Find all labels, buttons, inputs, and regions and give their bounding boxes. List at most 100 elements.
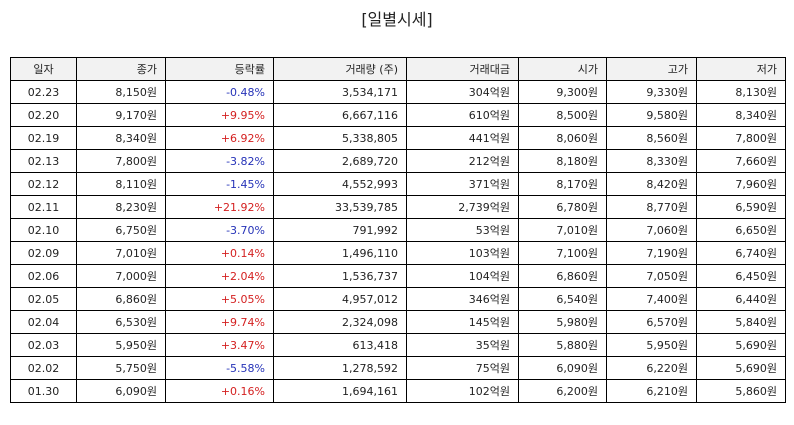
header-volume: 거래량 (주)	[273, 57, 407, 81]
cell-volume: 2,689,720	[273, 149, 407, 173]
cell-change-rate: -3.82%	[165, 149, 274, 173]
cell-close: 7,010원	[76, 241, 166, 265]
cell-change-rate: -1.45%	[165, 172, 274, 196]
cell-low: 6,740원	[696, 241, 786, 265]
cell-date: 02.13	[10, 149, 77, 173]
cell-volume: 2,324,098	[273, 310, 407, 334]
cell-date: 02.11	[10, 195, 77, 219]
cell-date: 02.06	[10, 264, 77, 288]
cell-change-rate: +6.92%	[165, 126, 274, 150]
cell-volume: 4,552,993	[273, 172, 407, 196]
cell-open: 8,180원	[518, 149, 607, 173]
cell-close: 8,150원	[76, 80, 166, 104]
header-change-rate: 등락률	[165, 57, 274, 81]
cell-trade-amount: 2,739억원	[406, 195, 519, 219]
cell-trade-amount: 346억원	[406, 287, 519, 311]
cell-high: 9,580원	[606, 103, 697, 127]
cell-close: 8,110원	[76, 172, 166, 196]
header-high: 고가	[606, 57, 697, 81]
cell-date: 02.19	[10, 126, 77, 150]
table-row: 02.11 8,230원 +21.92% 33,539,785 2,739억원 6,780…	[10, 195, 786, 219]
cell-close: 9,170원	[76, 103, 166, 127]
cell-volume: 791,992	[273, 218, 407, 242]
cell-trade-amount: 102억원	[406, 379, 519, 403]
cell-change-rate: +0.16%	[165, 379, 274, 403]
cell-low: 8,130원	[696, 80, 786, 104]
cell-date: 02.03	[10, 333, 77, 357]
cell-date: 02.05	[10, 287, 77, 311]
cell-trade-amount: 104억원	[406, 264, 519, 288]
cell-close: 6,530원	[76, 310, 166, 334]
cell-change-rate: +21.92%	[165, 195, 274, 219]
cell-close: 7,000원	[76, 264, 166, 288]
cell-open: 8,060원	[518, 126, 607, 150]
header-close: 종가	[76, 57, 166, 81]
cell-date: 02.10	[10, 218, 77, 242]
header-low: 저가	[696, 57, 786, 81]
cell-open: 6,090원	[518, 356, 607, 380]
cell-low: 7,800원	[696, 126, 786, 150]
cell-change-rate: +2.04%	[165, 264, 274, 288]
cell-open: 8,170원	[518, 172, 607, 196]
cell-close: 7,800원	[76, 149, 166, 173]
header-trade-amount: 거래대금	[406, 57, 519, 81]
cell-date: 02.09	[10, 241, 77, 265]
cell-high: 8,330원	[606, 149, 697, 173]
cell-date: 02.12	[10, 172, 77, 196]
cell-change-rate: +3.47%	[165, 333, 274, 357]
cell-open: 7,010원	[518, 218, 607, 242]
cell-high: 7,400원	[606, 287, 697, 311]
cell-trade-amount: 145억원	[406, 310, 519, 334]
cell-volume: 4,957,012	[273, 287, 407, 311]
table-row: 02.19 8,340원 +6.92% 5,338,805 441억원 8,060원 8,5…	[10, 126, 786, 150]
cell-trade-amount: 212억원	[406, 149, 519, 173]
cell-trade-amount: 53억원	[406, 218, 519, 242]
cell-trade-amount: 610억원	[406, 103, 519, 127]
cell-change-rate: +0.14%	[165, 241, 274, 265]
cell-low: 5,690원	[696, 356, 786, 380]
cell-open: 6,540원	[518, 287, 607, 311]
cell-volume: 1,278,592	[273, 356, 407, 380]
cell-high: 5,950원	[606, 333, 697, 357]
table-row: 02.10 6,750원 -3.70% 791,992 53억원 7,010원 7,060원…	[10, 218, 786, 242]
cell-open: 5,980원	[518, 310, 607, 334]
cell-low: 7,960원	[696, 172, 786, 196]
cell-date: 02.20	[10, 103, 77, 127]
cell-low: 6,450원	[696, 264, 786, 288]
cell-close: 6,090원	[76, 379, 166, 403]
cell-low: 5,690원	[696, 333, 786, 357]
cell-high: 8,560원	[606, 126, 697, 150]
cell-open: 6,200원	[518, 379, 607, 403]
cell-high: 6,570원	[606, 310, 697, 334]
cell-trade-amount: 304억원	[406, 80, 519, 104]
cell-low: 6,440원	[696, 287, 786, 311]
cell-change-rate: +9.74%	[165, 310, 274, 334]
table-row: 02.09 7,010원 +0.14% 1,496,110 103억원 7,100원 7,1…	[10, 241, 786, 265]
cell-low: 5,860원	[696, 379, 786, 403]
table-body: 02.23 8,150원 -0.48% 3,534,171 304억원 9,300원 9,3…	[10, 80, 786, 403]
cell-change-rate: +5.05%	[165, 287, 274, 311]
cell-low: 8,340원	[696, 103, 786, 127]
cell-trade-amount: 35억원	[406, 333, 519, 357]
cell-high: 9,330원	[606, 80, 697, 104]
cell-trade-amount: 103억원	[406, 241, 519, 265]
table-row: 02.20 9,170원 +9.95% 6,667,116 610억원 8,500원 9,5…	[10, 103, 786, 127]
table-header-row: 일자 종가 등락률 거래량 (주) 거래대금 시가 고가 저가	[10, 57, 786, 81]
cell-trade-amount: 75억원	[406, 356, 519, 380]
cell-open: 8,500원	[518, 103, 607, 127]
cell-open: 6,780원	[518, 195, 607, 219]
cell-close: 6,750원	[76, 218, 166, 242]
cell-close: 6,860원	[76, 287, 166, 311]
header-date: 일자	[10, 57, 77, 81]
cell-date: 01.30	[10, 379, 77, 403]
cell-open: 6,860원	[518, 264, 607, 288]
cell-volume: 1,694,161	[273, 379, 407, 403]
cell-low: 6,650원	[696, 218, 786, 242]
daily-price-table: 일자 종가 등락률 거래량 (주) 거래대금 시가 고가 저가 02.23 8,1…	[10, 57, 786, 403]
cell-date: 02.23	[10, 80, 77, 104]
cell-open: 5,880원	[518, 333, 607, 357]
cell-low: 6,590원	[696, 195, 786, 219]
cell-low: 5,840원	[696, 310, 786, 334]
cell-close: 5,750원	[76, 356, 166, 380]
cell-high: 8,420원	[606, 172, 697, 196]
